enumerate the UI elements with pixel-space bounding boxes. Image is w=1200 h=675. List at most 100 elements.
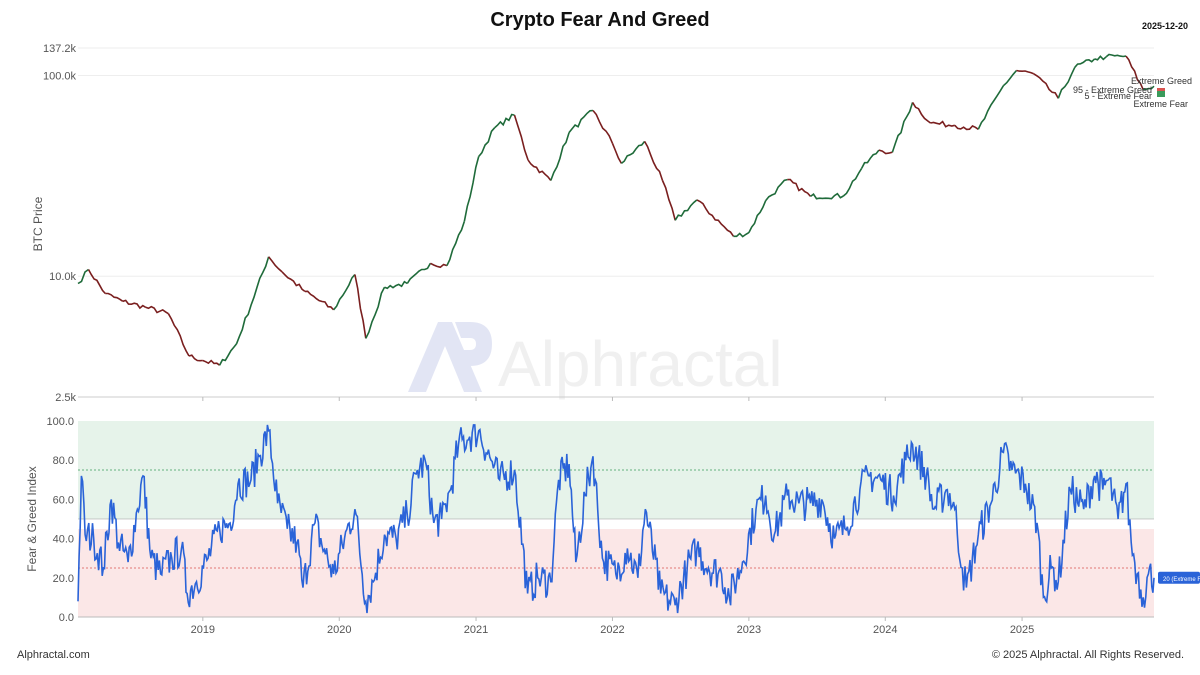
fng-y-tick: 40.0 bbox=[53, 534, 74, 546]
price-segment bbox=[1143, 85, 1155, 91]
x-tick-label: 2020 bbox=[327, 624, 351, 636]
price-segment bbox=[1105, 53, 1127, 58]
price-segment bbox=[304, 290, 335, 311]
price-segment bbox=[384, 280, 408, 290]
price-segment bbox=[218, 343, 238, 366]
price-segment bbox=[513, 114, 529, 161]
band-5-label: 5 - Extreme Fear bbox=[1084, 91, 1152, 101]
price-segment bbox=[661, 180, 676, 221]
price-segment bbox=[202, 359, 221, 366]
fng-y-tick: 80.0 bbox=[53, 455, 74, 467]
price-segment bbox=[406, 262, 432, 284]
price-segment bbox=[1125, 55, 1144, 91]
band-5-swatch-icon bbox=[1157, 94, 1165, 97]
chart-title: Crypto Fear And Greed bbox=[490, 9, 710, 31]
price-segment bbox=[105, 292, 124, 302]
price-y-tick: 2.5k bbox=[55, 392, 76, 404]
price-segment bbox=[430, 262, 448, 269]
price-segment bbox=[977, 85, 1005, 130]
price-segment bbox=[463, 156, 480, 222]
price-segment bbox=[365, 286, 386, 339]
price-segment bbox=[620, 140, 646, 165]
price-segment bbox=[696, 199, 735, 237]
price-segment bbox=[911, 101, 931, 124]
price-segment bbox=[122, 299, 147, 310]
fng-panel: Fear & Greed Index 100.0 80.0 60.0 40.0 20.0… bbox=[25, 397, 1200, 636]
fng-y-tick: 60.0 bbox=[53, 494, 74, 506]
price-segment bbox=[281, 271, 306, 293]
price-segment bbox=[810, 192, 844, 200]
fng-y-tick: 100.0 bbox=[46, 416, 74, 428]
price-y-tick: 137.2k bbox=[43, 43, 77, 55]
price-segment bbox=[267, 256, 283, 273]
last-value-badge: 20 (Extreme Fear) bbox=[1158, 571, 1200, 584]
price-segment bbox=[188, 354, 203, 362]
fng-y-tick: 20.0 bbox=[53, 573, 74, 585]
fng-y-tick: 0.0 bbox=[59, 612, 74, 624]
band-95-swatch-red-icon bbox=[1157, 88, 1165, 91]
price-segment bbox=[1074, 58, 1096, 68]
price-segment bbox=[878, 149, 893, 155]
x-tick-label: 2022 bbox=[600, 624, 624, 636]
band-95-swatch-green-icon bbox=[1157, 91, 1165, 94]
watermark-text: Alphractal bbox=[498, 328, 783, 400]
price-segment bbox=[954, 124, 979, 131]
price-segment bbox=[87, 269, 106, 295]
price-segment bbox=[527, 159, 552, 181]
price-segment bbox=[494, 113, 515, 129]
band-top-label: Extreme Greed bbox=[1131, 76, 1192, 86]
price-segment bbox=[1033, 73, 1059, 99]
fng-y-label: Fear & Greed Index bbox=[25, 466, 39, 571]
price-segment bbox=[478, 127, 496, 158]
price-segment bbox=[354, 274, 367, 339]
fng-y-ticks: 100.0 80.0 60.0 40.0 20.0 0.0 bbox=[46, 416, 74, 624]
price-y-tick: 100.0k bbox=[43, 71, 77, 83]
price-grid bbox=[78, 47, 1154, 398]
price-segment bbox=[891, 102, 914, 153]
x-tick-label: 2024 bbox=[873, 624, 897, 636]
price-segment bbox=[332, 273, 356, 311]
price-segment bbox=[446, 220, 466, 266]
price-segment bbox=[568, 109, 594, 134]
price-segment bbox=[733, 231, 750, 238]
price-segment bbox=[1057, 66, 1076, 99]
price-segment bbox=[167, 313, 190, 357]
price-segment bbox=[1016, 69, 1035, 75]
price-y-tick: 10.0k bbox=[49, 271, 76, 283]
price-segment bbox=[860, 149, 880, 169]
price-segment bbox=[592, 109, 614, 144]
footer-site: Alphractal.com bbox=[17, 649, 90, 661]
x-tick-label: 2019 bbox=[191, 624, 215, 636]
badge-text: 20 (Extreme Fear) bbox=[1163, 577, 1200, 583]
price-y-ticks: 137.2k 100.0k 10.0k 2.5k bbox=[43, 43, 77, 404]
price-segment bbox=[674, 199, 698, 221]
price-segment bbox=[930, 120, 955, 128]
price-panel: BTC Price 137.2k 100.0k 10.0k 2.5k Extreme … bbox=[31, 43, 1192, 404]
badge-bg bbox=[1158, 571, 1200, 584]
price-y-label: BTC Price bbox=[31, 196, 45, 251]
band-95-label: 95 - Extreme Greed bbox=[1073, 85, 1152, 95]
x-tick-label: 2025 bbox=[1010, 624, 1034, 636]
price-segment bbox=[235, 256, 270, 345]
x-tick-label: 2021 bbox=[464, 624, 488, 636]
x-tick-label: 2023 bbox=[737, 624, 761, 636]
watermark-logo-icon bbox=[408, 322, 492, 392]
footer-copyright: © 2025 Alphractal. All Rights Reserved. bbox=[991, 649, 1184, 661]
chart-date: 2025-12-20 bbox=[1141, 21, 1188, 31]
x-axis-ticks: 2019 2020 2021 2022 2023 2024 2025 bbox=[191, 397, 1034, 636]
price-segment bbox=[765, 178, 788, 202]
band-bottom-label: Extreme Fear bbox=[1133, 99, 1188, 109]
price-segment bbox=[842, 167, 863, 197]
price-segment bbox=[1094, 55, 1107, 61]
price-segment bbox=[77, 268, 89, 285]
price-segment bbox=[1002, 69, 1018, 87]
price-segment bbox=[550, 132, 570, 181]
price-segment bbox=[145, 305, 169, 315]
price-segment bbox=[643, 141, 664, 181]
price-segment bbox=[787, 178, 812, 197]
watermark: Alphractal bbox=[408, 322, 783, 400]
fng-series-line bbox=[77, 424, 1155, 614]
price-segment bbox=[748, 200, 767, 233]
